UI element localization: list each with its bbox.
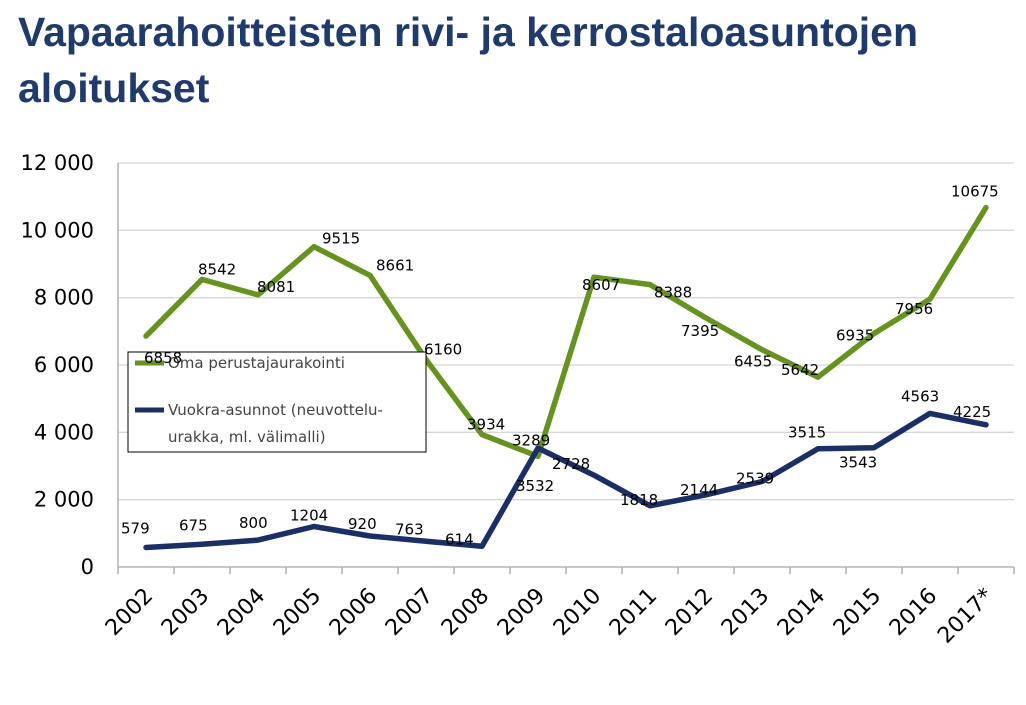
data-label: 2728 [552, 455, 590, 473]
data-label: 6160 [424, 341, 462, 359]
data-label: 6935 [836, 327, 874, 345]
data-label: 1818 [620, 491, 658, 509]
x-tick-label: 2003 [157, 584, 214, 641]
x-tick-label: 2006 [325, 584, 382, 641]
y-axis-tick-labels: 0 2 000 4 000 6 000 8 000 10 000 12 000 [21, 151, 94, 579]
data-label: 763 [395, 520, 424, 538]
data-label: 8081 [257, 278, 295, 296]
data-label: 2539 [736, 470, 774, 488]
series-lines [143, 204, 989, 551]
x-tick-label: 2002 [101, 584, 158, 641]
chart-title: Vapaarahoitteisten rivi- ja kerrostaloas… [18, 9, 919, 111]
x-tick-label: 2009 [493, 584, 550, 641]
data-label: 3543 [839, 454, 877, 472]
data-label: 2144 [680, 481, 718, 499]
x-tick-label: 2014 [773, 584, 830, 641]
y-tick-label: 8 000 [34, 286, 94, 310]
legend-label: Vuokra-asunnot (neuvottelu- [168, 401, 383, 419]
legend: Oma perustajaurakointi Vuokra-asunnot (ne… [127, 351, 427, 453]
data-label: 675 [179, 516, 208, 534]
data-label: 9515 [322, 230, 360, 248]
y-tick-label: 4 000 [34, 420, 94, 444]
x-tick-label: 2007 [381, 584, 438, 641]
data-label: 920 [348, 515, 377, 533]
data-label: 3532 [516, 477, 554, 495]
y-tick-label: 10 000 [21, 218, 94, 242]
data-label: 3934 [467, 416, 505, 434]
data-label: 800 [239, 514, 268, 532]
legend-label: Oma perustajaurakointi [168, 354, 345, 372]
y-tick-label: 0 [81, 555, 94, 579]
data-label: 8388 [654, 284, 692, 302]
data-label: 614 [445, 530, 474, 548]
legend-label: urakka, ml. välimalli) [168, 428, 326, 446]
x-tick-label: 2010 [549, 584, 606, 641]
data-label: 7956 [895, 300, 933, 318]
x-tick-label: 2015 [829, 584, 886, 641]
x-tick-label: 2005 [269, 584, 326, 641]
x-tick-label: 2004 [213, 584, 270, 641]
data-label: 1204 [290, 506, 328, 524]
series-line-oma-perustajaurakointi [143, 204, 989, 460]
y-tick-label: 2 000 [34, 488, 94, 512]
y-tick-label: 12 000 [21, 151, 94, 175]
gridlines [117, 162, 1015, 574]
x-tick-label: 2011 [605, 584, 662, 641]
data-label: 10675 [951, 183, 999, 201]
x-tick-label: 2013 [717, 584, 774, 641]
data-label: 8607 [582, 276, 620, 294]
y-tick-label: 6 000 [34, 353, 94, 377]
data-label: 8661 [376, 256, 414, 274]
data-label: 4225 [953, 403, 991, 421]
data-label: 6455 [734, 353, 772, 371]
series-line-vuokra-asunnot [143, 410, 989, 551]
data-label: 4563 [901, 387, 939, 405]
x-tick-label: 2008 [437, 584, 494, 641]
data-label: 3515 [788, 424, 826, 442]
legend-box [127, 351, 427, 453]
data-label: 7395 [681, 322, 719, 340]
x-axis-tick-labels: 2002200320042005200620072008200920102011… [101, 584, 998, 649]
data-label: 6858 [144, 349, 182, 367]
data-label: 579 [121, 520, 150, 538]
data-label: 8542 [198, 260, 236, 278]
data-label: 3289 [512, 431, 550, 449]
x-tick-label: 2017* [933, 584, 998, 649]
x-tick-label: 2012 [661, 584, 718, 641]
data-labels: 6858 8542 8081 9515 8661 6160 3934 3289 8607 8388… [121, 183, 999, 549]
data-label: 5642 [781, 361, 819, 379]
